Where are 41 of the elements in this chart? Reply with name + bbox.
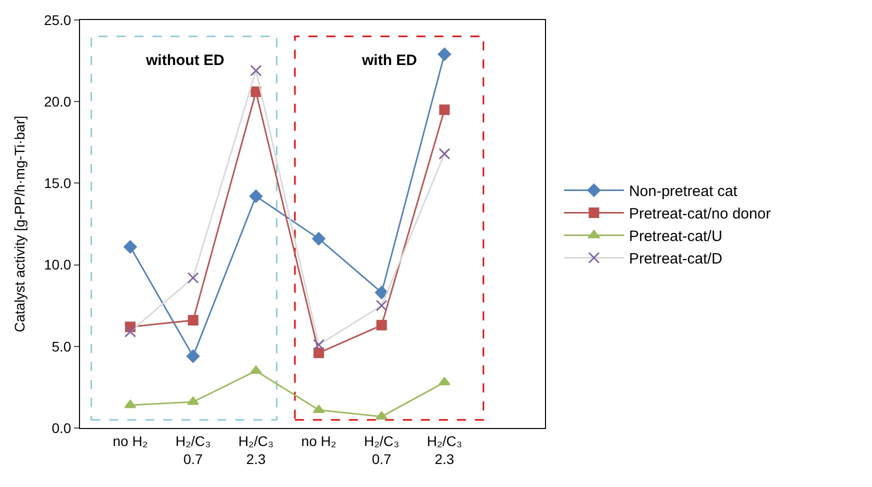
point (314, 348, 324, 358)
point (186, 350, 200, 363)
point (438, 48, 452, 61)
legend-label: Pretreat-cat/U (628, 228, 722, 246)
x-tick-label: H₂/C₃ 2.3 (238, 432, 274, 467)
point (375, 286, 388, 300)
point (124, 326, 136, 338)
point (250, 64, 262, 76)
point (312, 404, 325, 414)
y-tick-label: 20.0 (44, 94, 72, 110)
x-tick-label: no H₂ (301, 432, 336, 449)
point (313, 339, 325, 351)
point (250, 86, 262, 98)
y-tick-label: 10.0 (44, 256, 72, 273)
point (188, 315, 198, 326)
point (312, 232, 326, 246)
point (249, 190, 263, 203)
point (376, 411, 388, 420)
legend-label: Non-pretreat cat (628, 183, 738, 200)
point (376, 300, 388, 312)
point (438, 148, 450, 160)
legend-label: Pretreat-cat/D (628, 250, 722, 268)
y-tick-label: 25.0 (44, 12, 72, 28)
point (187, 272, 199, 284)
point (376, 320, 387, 330)
y-axis-title: Catalyst activity [g-PP/h·mg-Ti·bar] (12, 116, 28, 332)
x-tick-label: H₂/C₃ 2.3 (426, 432, 462, 467)
annotation: with ED (361, 52, 418, 69)
point (250, 366, 262, 374)
x-tick-label: no H₂ (112, 432, 148, 449)
point (124, 400, 136, 408)
y-tick-label: 0.0 (52, 420, 72, 436)
x-tick-label: H₂/C₃ 0.7 (175, 432, 211, 467)
annotation: without ED (145, 52, 224, 69)
y-tick-label: 5.0 (52, 338, 72, 354)
point (438, 377, 450, 386)
point (439, 104, 450, 116)
y-tick-label: 15.0 (44, 175, 72, 192)
x-tick-label: H₂/C₃ 0.7 (364, 432, 400, 467)
legend-label: Pretreat-cat/no donor (628, 206, 771, 223)
point (124, 240, 137, 254)
